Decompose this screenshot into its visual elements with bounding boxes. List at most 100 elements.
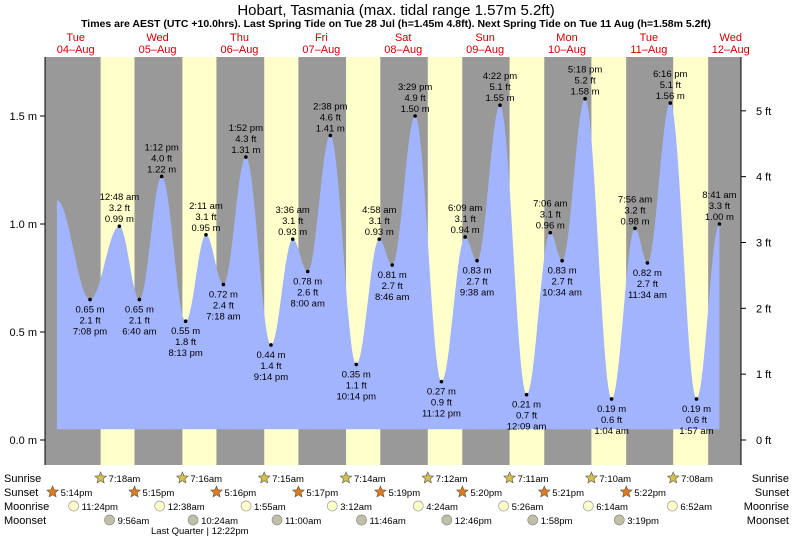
high-tide-point: [413, 114, 417, 118]
high-tide-feet: 3.2 ft: [624, 205, 645, 216]
day-name: Tue: [640, 32, 659, 44]
low-tide-time: 12:09 am: [507, 422, 547, 433]
y-tick-label-m: 0.5 m: [9, 327, 37, 339]
moonset-time: 3:19pm: [627, 516, 659, 527]
tide-curve: [56, 98, 720, 430]
sunrise-icon: [339, 471, 353, 484]
low-tide-point: [88, 297, 92, 302]
high-tide-metres: 0.93 m: [278, 227, 307, 238]
y-tick-label-ft: 5 ft: [756, 106, 771, 118]
axes: 0.0 m 0.5 m 1.0 m 1.5 m 0 ft 1 ft 2 ft 3 ft 4 ft…: [9, 57, 771, 465]
sunrise-icon: [503, 471, 517, 484]
sunset-icon: [210, 485, 223, 498]
sunset-time: 5:20pm: [470, 488, 502, 499]
moonset-time: 11:46am: [370, 516, 406, 527]
day-date: 09–Aug: [466, 44, 504, 56]
low-tide-point: [354, 362, 359, 367]
y-tick-label-ft: 4 ft: [756, 172, 771, 184]
low-tide-point: [609, 397, 614, 401]
low-tide-time: 1:57 am: [679, 426, 713, 437]
moonset-icon: [104, 514, 115, 526]
high-tide-point: [204, 233, 208, 237]
moonset-icon: [356, 514, 367, 526]
day-date: 08–Aug: [384, 44, 422, 56]
moonrise-time: 6:14am: [596, 502, 628, 513]
low-tide-feet: 1.4 ft: [260, 361, 281, 372]
moonset-time: 10:24am: [201, 516, 238, 527]
day-date: 11–Aug: [630, 44, 667, 56]
low-tide-point: [305, 269, 310, 274]
low-tide-metres: 0.81 m: [378, 270, 407, 281]
moonrise-time: 12:38am: [168, 502, 205, 513]
high-tide-metres: 0.96 m: [536, 221, 565, 232]
chart-subtitle: Times are AEST (UTC +10.0hrs). Last Spri…: [81, 18, 711, 30]
low-tide-point: [560, 258, 564, 263]
row-label-left: Sunrise: [4, 473, 41, 485]
low-tide-time: 11:12 pm: [422, 409, 461, 420]
high-tide-point: [668, 101, 673, 105]
moonset-icon: [441, 514, 453, 526]
high-tide-point: [159, 174, 164, 179]
sunset-time: 5:22pm: [634, 488, 666, 499]
high-tide-metres: 0.99 m: [105, 214, 134, 225]
day-name: Fri: [315, 32, 328, 44]
moonrise-time: 4:24am: [426, 502, 458, 513]
low-tide-time: 9:38 am: [460, 288, 494, 299]
low-tide-metres: 0.65 m: [125, 305, 154, 316]
low-tide-metres: 0.65 m: [76, 305, 105, 316]
high-tide-time: 1:52 pm: [229, 123, 263, 134]
low-tide-feet: 1.1 ft: [346, 380, 367, 391]
sunrise-icon: [666, 471, 680, 484]
high-tide-metres: 1.55 m: [486, 93, 515, 104]
low-tide-feet: 0.7 ft: [516, 411, 537, 422]
low-tide-metres: 0.19 m: [682, 404, 711, 415]
low-tide-time: 7:18 am: [206, 311, 240, 322]
high-tide-metres: 0.98 m: [620, 216, 649, 227]
high-tide-metres: 1.56 m: [656, 91, 685, 102]
low-tide-time: 10:34 am: [542, 288, 582, 299]
day-date: 06–Aug: [221, 44, 259, 56]
sunset-icon: [373, 485, 387, 498]
moon-phase-label: Last Quarter | 12:22pm: [151, 526, 249, 537]
high-tide-metres: 1.22 m: [147, 164, 176, 175]
sunset-time: 5:17pm: [306, 488, 338, 499]
day-name: Wed: [720, 32, 742, 44]
moonset-time: 9:56am: [118, 516, 150, 527]
y-tick-label-ft: 2 ft: [756, 303, 771, 315]
high-tide-time: 7:06 am: [533, 199, 567, 210]
day-date: 05–Aug: [139, 44, 177, 56]
low-tide-time: 8:13 pm: [168, 348, 202, 359]
y-tick-label-ft: 1 ft: [756, 369, 771, 381]
high-tide-time: 1:12 pm: [145, 142, 179, 153]
high-tide-time: 4:22 pm: [483, 71, 517, 82]
moonset-icon: [613, 514, 625, 526]
sunset-icon: [455, 485, 469, 498]
day-name: Sun: [475, 32, 495, 44]
sunset-time: 5:14pm: [61, 488, 93, 499]
low-tide-metres: 0.78 m: [293, 277, 322, 288]
moonrise-icon: [68, 500, 80, 512]
row-label-right: Sunset: [755, 487, 789, 499]
high-tide-time: 3:29 pm: [398, 82, 432, 93]
high-tide-feet: 3.1 ft: [282, 216, 303, 227]
day-name: Wed: [146, 32, 168, 44]
sunrise-icon: [175, 471, 189, 484]
high-tide-metres: 1.00 m: [705, 212, 734, 223]
sunrise-time: 7:11am: [518, 474, 549, 485]
moonset-icon: [187, 514, 199, 526]
moonrise-time: 3:12am: [340, 502, 372, 513]
sunset-icon: [537, 485, 551, 498]
day-name: Tue: [66, 32, 85, 44]
high-tide-feet: 3.2 ft: [109, 203, 130, 214]
low-tide-point: [475, 258, 479, 263]
low-tide-point: [183, 319, 188, 324]
low-tide-feet: 2.1 ft: [129, 316, 150, 327]
low-tide-metres: 0.21 m: [512, 400, 541, 411]
moonrise-time: 1:55am: [254, 502, 286, 513]
sunset-icon: [128, 485, 142, 498]
y-tick-label-ft: 3 ft: [756, 237, 771, 249]
y-tick-label-m: 0.0 m: [9, 435, 37, 447]
low-tide-point: [221, 282, 226, 287]
high-tide-feet: 5.2 ft: [575, 76, 596, 87]
moonset-time: 1:58pm: [541, 516, 573, 527]
